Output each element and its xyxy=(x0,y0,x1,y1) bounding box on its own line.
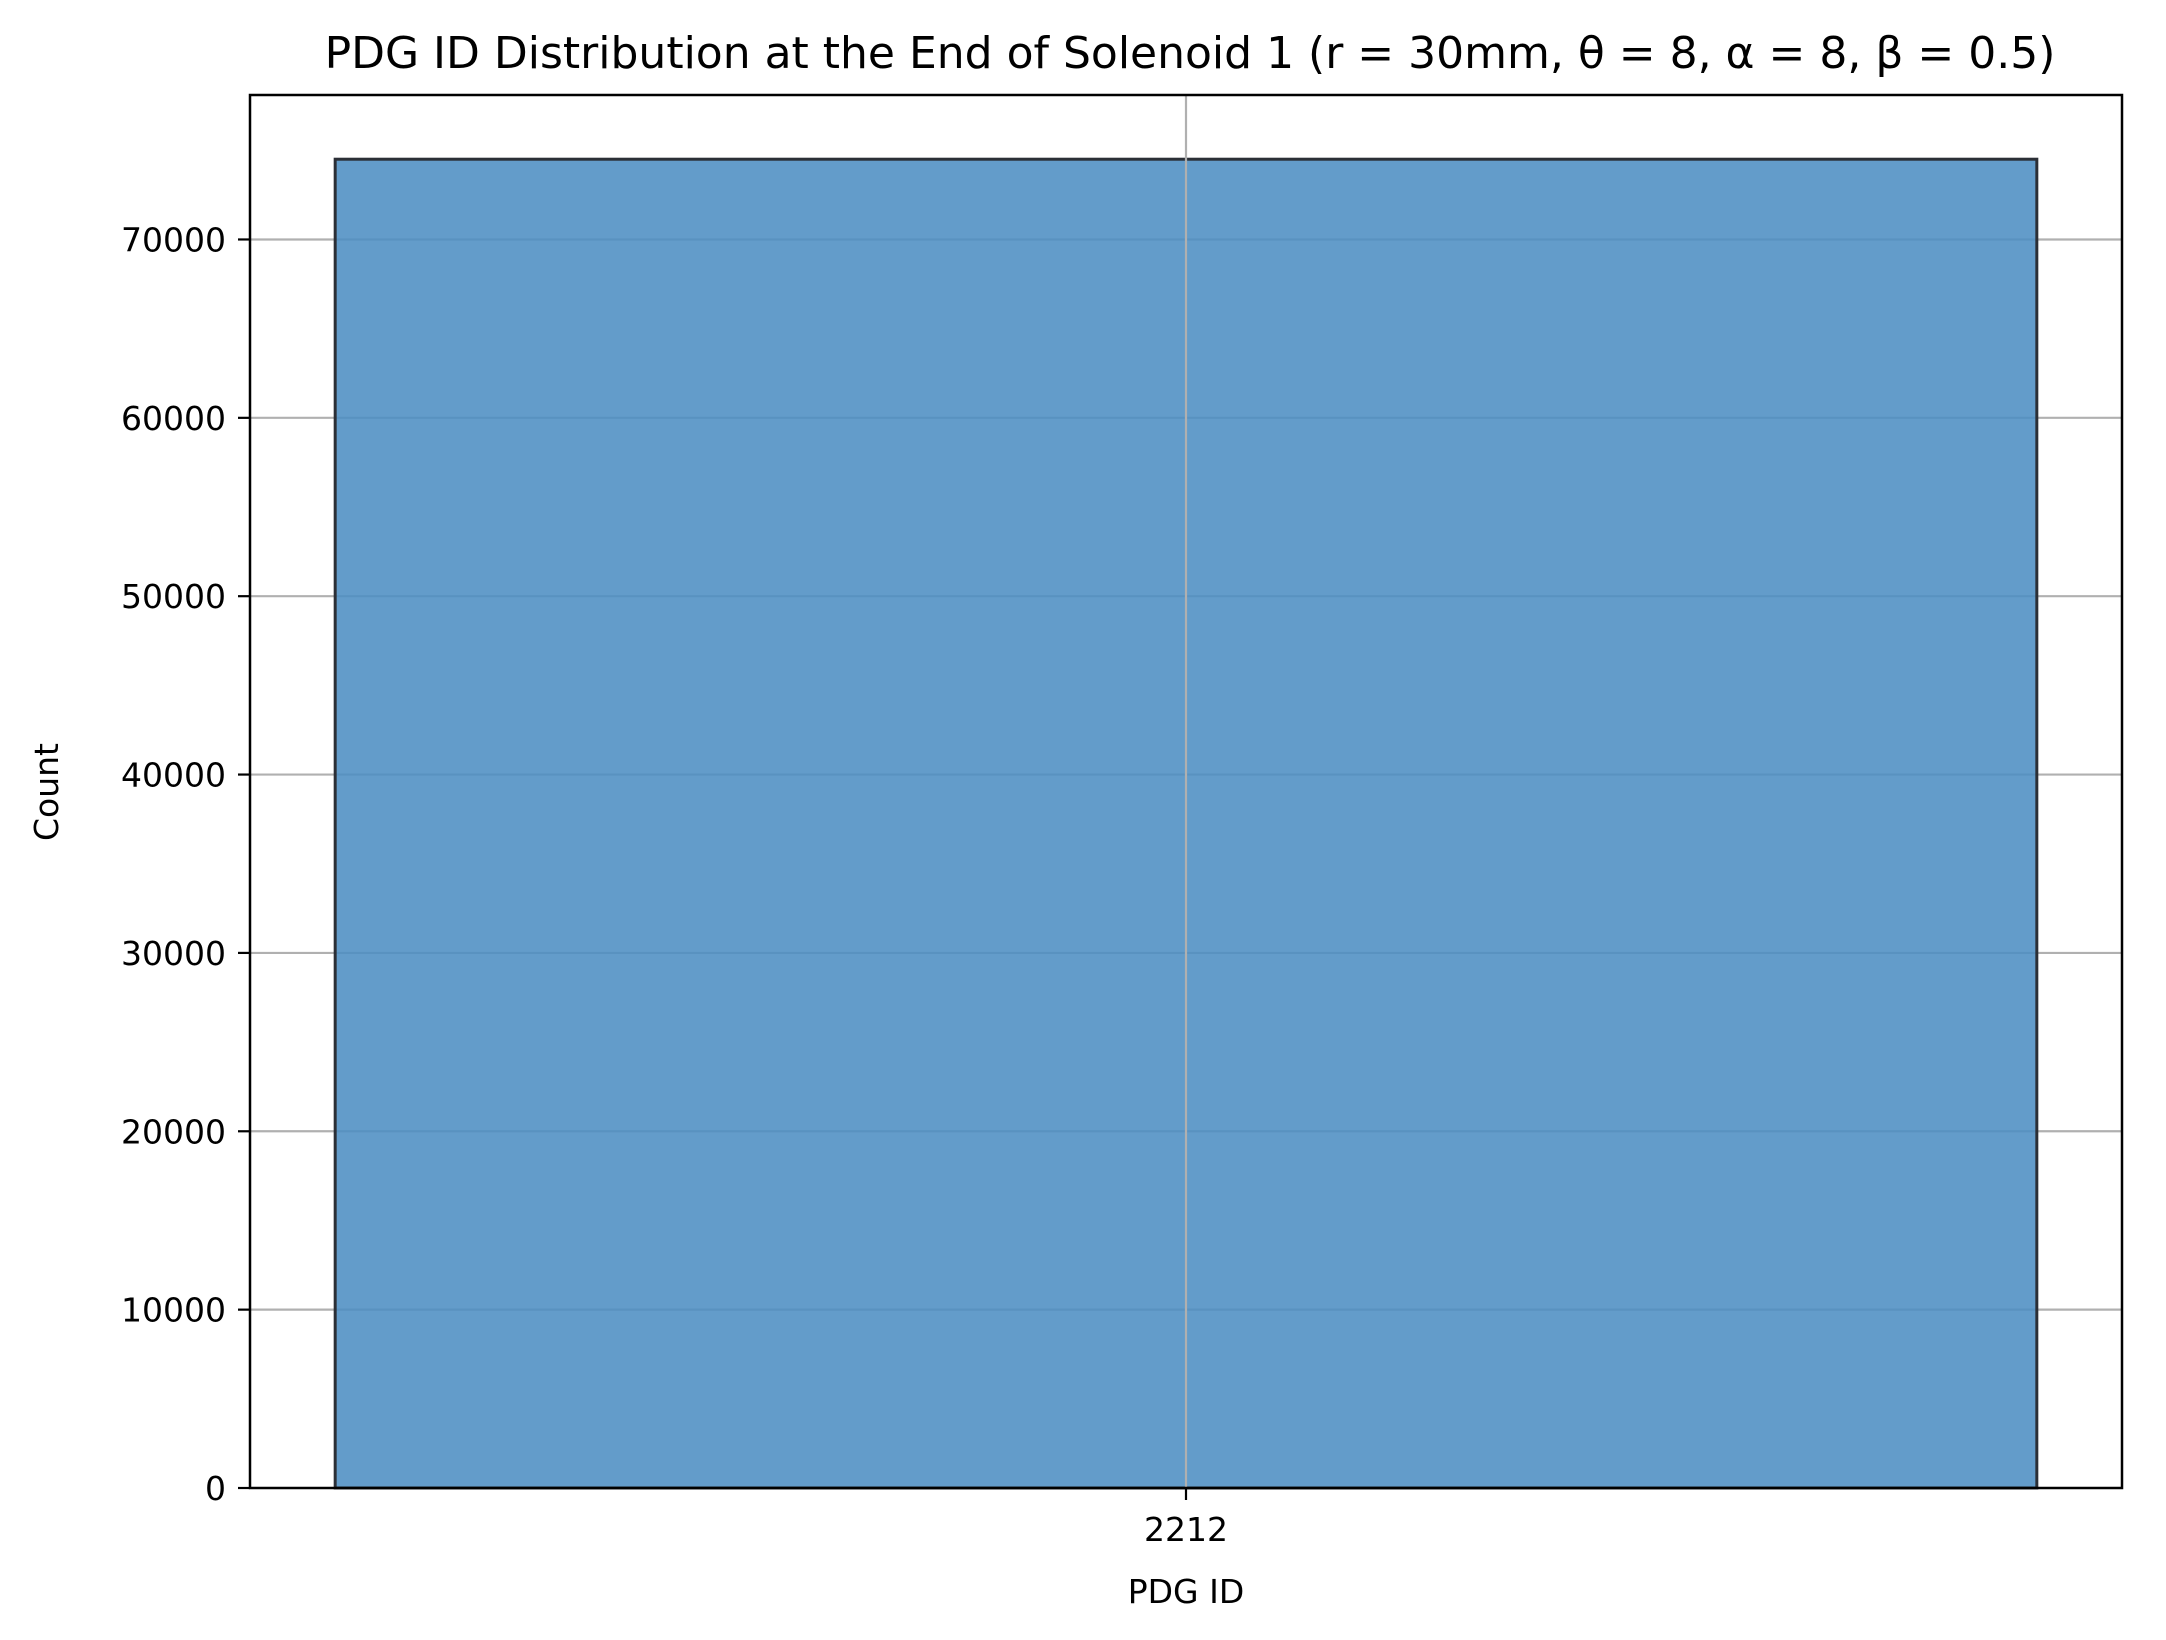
y-tick-label: 20000 xyxy=(121,1112,226,1151)
y-tick-label: 40000 xyxy=(121,756,226,795)
y-tick-label: 30000 xyxy=(121,934,226,973)
y-tick-label: 50000 xyxy=(121,577,226,616)
chart-title: PDG ID Distribution at the End of Soleno… xyxy=(325,28,2056,79)
x-axis-ticks: 2212 xyxy=(1144,1488,1228,1549)
y-tick-label: 10000 xyxy=(121,1291,226,1330)
y-tick-label: 70000 xyxy=(121,220,226,259)
y-tick-label: 60000 xyxy=(121,399,226,438)
y-axis-ticks: 0 10000 20000 30000 40000 50000 60000 70000 xyxy=(121,220,250,1508)
x-axis-label: PDG ID xyxy=(1128,1572,1245,1611)
x-tick-label: 2212 xyxy=(1144,1510,1228,1549)
y-axis-label: Count xyxy=(27,743,66,841)
y-tick-label: 0 xyxy=(205,1469,226,1508)
